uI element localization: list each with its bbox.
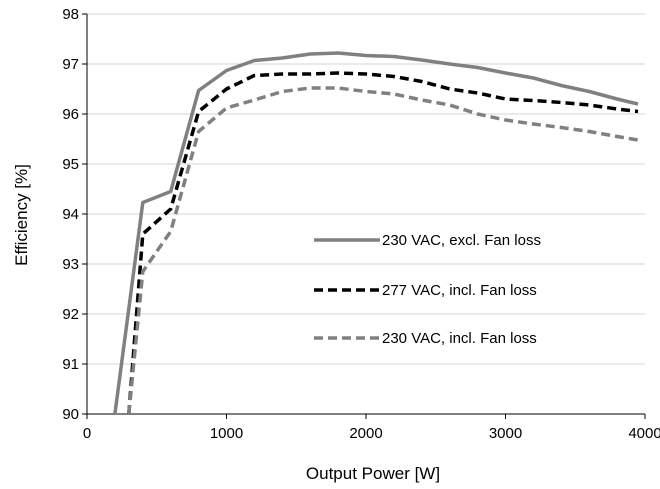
legend-label: 230 VAC, incl. Fan loss (382, 330, 537, 347)
x-axis-label: Output Power [W] (306, 464, 440, 483)
x-tick-label: 4000 (628, 425, 660, 442)
x-tick-label: 2000 (349, 425, 382, 442)
legend-label: 277 VAC, incl. Fan loss (382, 282, 537, 299)
x-tick-label: 0 (83, 425, 91, 442)
series-lines (113, 51, 639, 415)
legend: 230 VAC, excl. Fan loss 277 VAC, incl. Fa… (314, 232, 541, 347)
y-axis-label: Efficiency [%] (12, 164, 31, 266)
y-tick-label: 91 (62, 356, 79, 373)
y-tick-label: 95 (62, 156, 79, 173)
series-line-3 (127, 86, 639, 415)
y-tick-label: 93 (62, 256, 79, 273)
x-tick-label: 1000 (210, 425, 243, 442)
y-tick-label: 94 (62, 206, 79, 223)
series-line-2 (127, 71, 639, 415)
y-tick-label: 92 (62, 306, 79, 323)
axes (82, 13, 646, 419)
y-tick-labels: 90 91 92 93 94 95 96 97 98 (62, 6, 79, 423)
legend-label: 230 VAC, excl. Fan loss (382, 232, 541, 249)
series-line-1 (113, 51, 639, 415)
y-tick-label: 98 (62, 6, 79, 23)
x-tick-label: 3000 (489, 425, 522, 442)
y-tick-label: 97 (62, 56, 79, 73)
y-tick-label: 90 (62, 406, 79, 423)
y-tick-label: 96 (62, 106, 79, 123)
x-tick-labels: 0 1000 2000 3000 4000 (83, 425, 660, 442)
